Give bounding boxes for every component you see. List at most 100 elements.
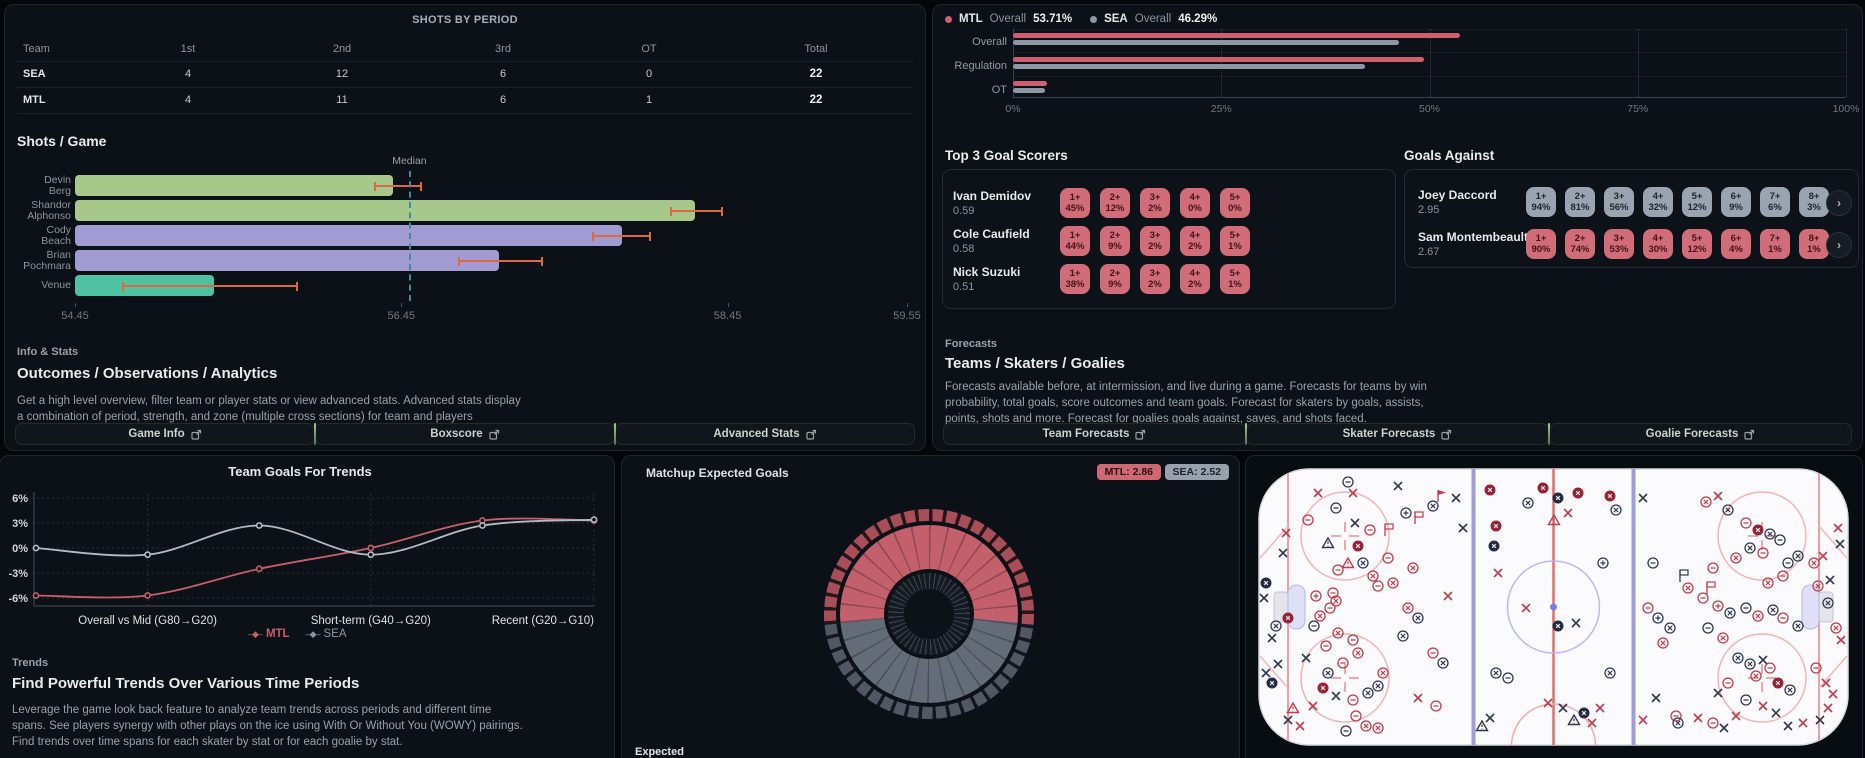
shot-marker-x[interactable]	[1731, 711, 1741, 721]
shot-marker-cx[interactable]	[1402, 602, 1414, 614]
shot-marker-tri[interactable]	[1547, 513, 1561, 526]
goals-against-chip[interactable]: 1+ 94%	[1526, 187, 1556, 217]
shot-marker-cx[interactable]	[1427, 500, 1439, 512]
shot-marker-x[interactable]	[1815, 715, 1825, 725]
shot-marker-cx[interactable]	[1362, 687, 1374, 699]
shot-marker-x[interactable]	[1638, 493, 1648, 503]
shot-marker-x[interactable]	[1301, 653, 1311, 663]
shot-marker-tri[interactable]	[1321, 536, 1335, 549]
shot-marker-x[interactable]	[1267, 633, 1277, 643]
shot-marker-cx[interactable]	[1367, 570, 1379, 582]
goal-chip[interactable]: 3+ 2%	[1140, 188, 1170, 218]
next-chips-button[interactable]: ›	[1826, 232, 1852, 258]
mtl-bar[interactable]	[1013, 81, 1048, 86]
shot-marker-tri[interactable]	[1475, 719, 1489, 732]
shot-marker-cx[interactable]	[1762, 577, 1774, 589]
shot-marker-cm[interactable]	[1774, 534, 1786, 546]
shot-marker-x[interactable]	[1587, 718, 1597, 728]
shot-marker-cx[interactable]	[1397, 630, 1409, 642]
shot-marker-x[interactable]	[1693, 713, 1703, 723]
bar[interactable]	[75, 175, 394, 196]
goals-against-chip[interactable]: 7+ 6%	[1760, 187, 1790, 217]
rink-shot-map[interactable]	[1258, 468, 1849, 746]
goals-against-chip[interactable]: 6+ 9%	[1721, 187, 1751, 217]
goals-against-chip[interactable]: 8+ 1%	[1799, 229, 1829, 259]
shot-marker-cp[interactable]	[1400, 507, 1412, 519]
bar[interactable]	[75, 200, 695, 221]
goal-chip[interactable]: 2+ 9%	[1100, 226, 1130, 256]
legend-sea[interactable]: ‒◆‒ SEA	[306, 628, 347, 640]
shot-marker-x[interactable]	[1571, 618, 1581, 628]
shot-marker-cm[interactable]	[1427, 647, 1439, 659]
shot-marker-x[interactable]	[1771, 708, 1781, 718]
shot-marker-cm[interactable]	[1697, 592, 1709, 604]
shot-marker-cx[interactable]	[1812, 580, 1824, 592]
shot-marker-x[interactable]	[1521, 603, 1531, 613]
shot-marker-cm[interactable]	[1308, 620, 1320, 632]
shot-marker-x[interactable]	[1295, 721, 1305, 731]
shot-marker-x[interactable]	[1308, 701, 1318, 711]
shot-marker-x[interactable]	[1823, 703, 1833, 713]
shot-marker-cm[interactable]	[1707, 717, 1719, 729]
shot-marker-flag[interactable]	[1414, 511, 1424, 524]
shot-marker-goal[interactable]	[1266, 677, 1278, 689]
shot-marker-cm[interactable]	[1757, 547, 1769, 559]
sea-bar[interactable]	[1013, 88, 1045, 93]
shot-marker-x[interactable]	[1595, 703, 1605, 713]
shot-marker-x[interactable]	[1558, 703, 1568, 713]
shot-marker-x[interactable]	[1638, 715, 1648, 725]
shot-marker-x[interactable]	[1313, 488, 1323, 498]
shot-marker-cx[interactable]	[1372, 680, 1384, 692]
goals-against-chip[interactable]: 4+ 30%	[1643, 229, 1673, 259]
mtl-bar[interactable]	[1013, 57, 1424, 62]
shot-marker-cm[interactable]	[1342, 476, 1354, 488]
shot-marker-x[interactable]	[1331, 691, 1341, 701]
shot-marker-x[interactable]	[1719, 723, 1729, 733]
shot-marker-x[interactable]	[1283, 715, 1293, 725]
shot-marker-goal[interactable]	[1488, 540, 1500, 552]
shot-marker-x[interactable]	[1278, 548, 1288, 558]
shot-marker-goal[interactable]	[1317, 682, 1329, 694]
shot-marker-x[interactable]	[1451, 493, 1461, 503]
shot-marker-goal[interactable]	[1772, 677, 1784, 689]
shot-marker-x[interactable]	[1713, 688, 1723, 698]
shot-marker-cp[interactable]	[1597, 557, 1609, 569]
shot-marker-x[interactable]	[1443, 591, 1453, 601]
shot-marker-cx[interactable]	[1522, 497, 1534, 509]
game-info-button[interactable]: Game Info	[15, 423, 315, 445]
shot-marker-goal[interactable]	[1752, 524, 1764, 536]
skater-forecasts-button[interactable]: Skater Forecasts	[1246, 423, 1549, 445]
shot-marker-cx[interactable]	[1377, 667, 1389, 679]
shot-marker-cx[interactable]	[1672, 717, 1684, 729]
shot-marker-x[interactable]	[1563, 508, 1573, 518]
shot-marker-cx[interactable]	[1357, 557, 1369, 569]
shot-marker-cx[interactable]	[1730, 552, 1742, 564]
shot-marker-goal[interactable]	[1572, 487, 1584, 499]
shot-marker-cx[interactable]	[1717, 632, 1729, 644]
shot-marker-x[interactable]	[1833, 523, 1843, 533]
shot-marker-x[interactable]	[1485, 713, 1495, 723]
shot-marker-cx[interactable]	[1700, 496, 1712, 508]
shot-marker-cm[interactable]	[1320, 640, 1332, 652]
shot-marker-cm[interactable]	[1382, 552, 1394, 564]
shot-marker-x[interactable]	[1836, 635, 1846, 645]
shot-marker-cx[interactable]	[1664, 622, 1676, 634]
shot-marker-cx[interactable]	[1352, 647, 1364, 659]
goals-against-chip[interactable]: 8+ 3%	[1799, 187, 1829, 217]
shot-marker-x[interactable]	[1713, 491, 1723, 501]
shot-marker-cx[interactable]	[1830, 622, 1842, 634]
shot-marker-x[interactable]	[1261, 668, 1271, 678]
shot-marker-x[interactable]	[1821, 678, 1831, 688]
shot-marker-cx[interactable]	[1682, 582, 1694, 594]
shot-marker-cm[interactable]	[1740, 602, 1752, 614]
goal-chip[interactable]: 5+ 1%	[1220, 226, 1250, 256]
shot-marker-x[interactable]	[1818, 551, 1828, 561]
legend-mtl[interactable]: ‒◆‒ MTL	[248, 628, 290, 640]
shot-marker-x[interactable]	[1493, 568, 1503, 578]
goalie-forecasts-button[interactable]: Goalie Forecasts	[1549, 423, 1852, 445]
goal-chip[interactable]: 3+ 2%	[1140, 264, 1170, 294]
shot-marker-cm[interactable]	[1324, 602, 1336, 614]
sea-bar[interactable]	[1013, 40, 1399, 45]
shot-marker-cm[interactable]	[1502, 672, 1514, 684]
shot-marker-cm[interactable]	[1327, 587, 1339, 599]
